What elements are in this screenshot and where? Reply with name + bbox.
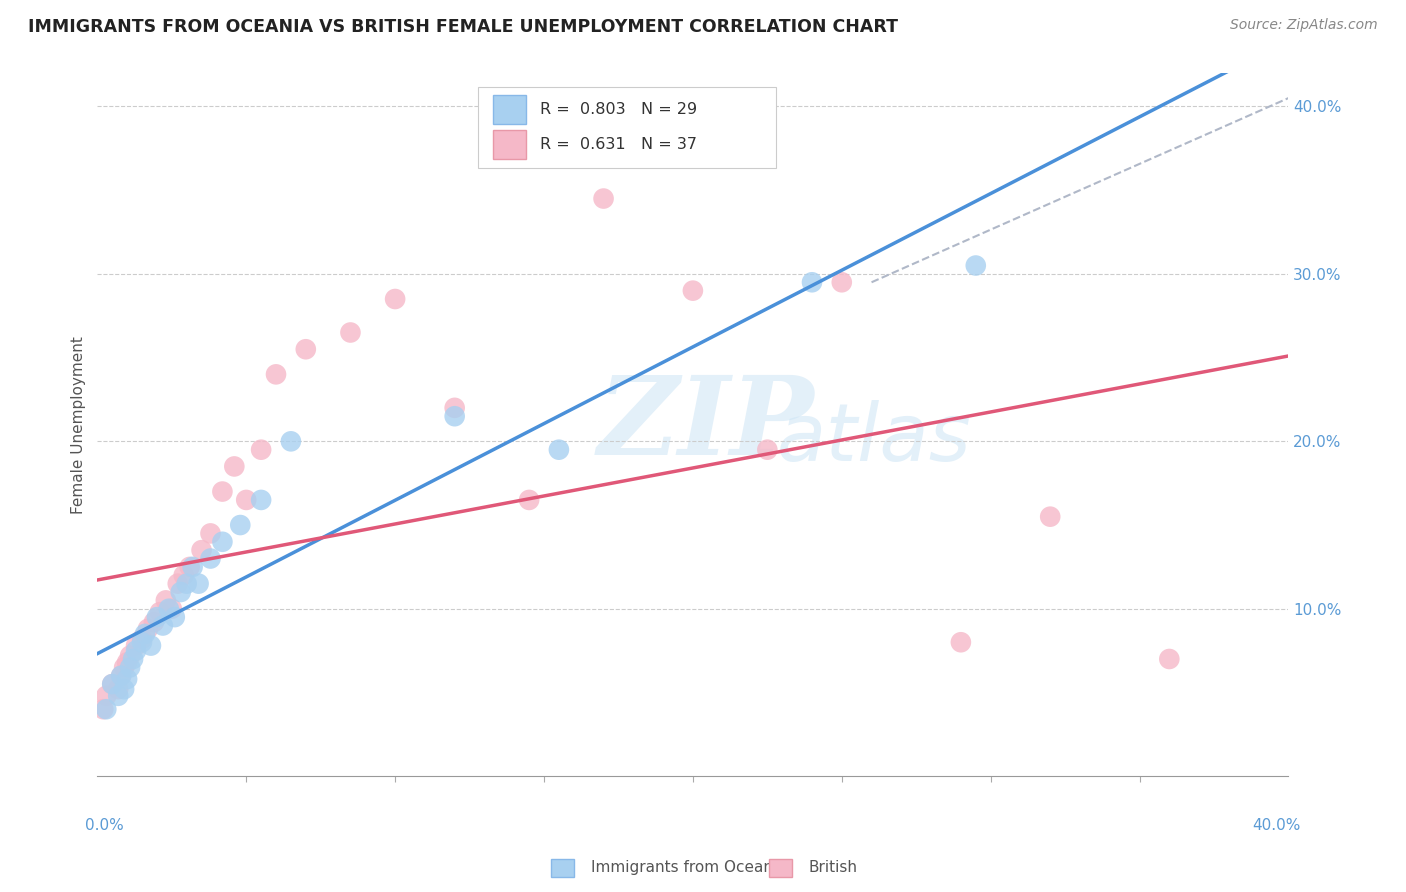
Point — [1039, 509, 1062, 524]
Point — [965, 259, 987, 273]
Point — [170, 585, 193, 599]
Text: IMMIGRANTS FROM OCEANIA VS BRITISH FEMALE UNEMPLOYMENT CORRELATION CHART: IMMIGRANTS FROM OCEANIA VS BRITISH FEMAL… — [28, 18, 898, 36]
Point — [131, 635, 153, 649]
Point — [339, 326, 361, 340]
Point — [179, 560, 201, 574]
Point — [682, 284, 704, 298]
Point — [136, 622, 159, 636]
Point — [96, 702, 118, 716]
Point — [756, 442, 779, 457]
Point — [229, 518, 252, 533]
Text: 40.0%: 40.0% — [1251, 818, 1301, 833]
Point — [443, 401, 465, 415]
Point — [211, 484, 233, 499]
Point — [157, 601, 180, 615]
Point — [801, 275, 824, 289]
Point — [115, 672, 138, 686]
Point — [173, 568, 195, 582]
Point — [949, 635, 972, 649]
Point — [224, 459, 246, 474]
Point — [152, 618, 174, 632]
Text: ZIP: ZIP — [598, 371, 814, 478]
Point — [110, 669, 132, 683]
Point — [91, 702, 114, 716]
Point — [280, 434, 302, 449]
Text: Source: ZipAtlas.com: Source: ZipAtlas.com — [1230, 18, 1378, 32]
Text: atlas: atlas — [776, 400, 972, 477]
Point — [592, 192, 614, 206]
Point — [155, 593, 177, 607]
FancyBboxPatch shape — [492, 95, 526, 124]
Point — [384, 292, 406, 306]
Point — [294, 343, 316, 357]
Point — [264, 368, 287, 382]
Point — [101, 677, 124, 691]
Point — [166, 576, 188, 591]
Point — [176, 576, 198, 591]
Point — [1159, 652, 1181, 666]
Point — [112, 682, 135, 697]
Text: 0.0%: 0.0% — [86, 818, 124, 833]
Point — [142, 615, 165, 629]
Point — [122, 652, 145, 666]
Point — [443, 409, 465, 424]
Point — [125, 639, 148, 653]
Text: R =  0.803   N = 29: R = 0.803 N = 29 — [540, 102, 697, 117]
Text: British: British — [808, 860, 858, 874]
Point — [125, 643, 148, 657]
Point — [149, 605, 172, 619]
Point — [250, 492, 273, 507]
Point — [200, 551, 222, 566]
Point — [107, 682, 129, 697]
Point — [96, 689, 118, 703]
Point — [120, 648, 142, 663]
Point — [517, 492, 540, 507]
Point — [831, 275, 853, 289]
Point — [163, 610, 186, 624]
Point — [107, 689, 129, 703]
Point — [115, 656, 138, 670]
Point — [134, 627, 156, 641]
Point — [235, 492, 257, 507]
Point — [200, 526, 222, 541]
FancyBboxPatch shape — [492, 130, 526, 160]
Point — [146, 610, 169, 624]
Point — [187, 576, 209, 591]
Point — [181, 560, 204, 574]
Point — [101, 677, 124, 691]
Point — [250, 442, 273, 457]
Point — [190, 543, 212, 558]
Point — [110, 669, 132, 683]
Text: R =  0.631   N = 37: R = 0.631 N = 37 — [540, 137, 697, 153]
Point — [211, 534, 233, 549]
Point — [112, 660, 135, 674]
Text: Immigrants from Oceania: Immigrants from Oceania — [591, 860, 786, 874]
Point — [120, 660, 142, 674]
Point — [131, 632, 153, 646]
Point — [548, 442, 571, 457]
Y-axis label: Female Unemployment: Female Unemployment — [72, 335, 86, 514]
Point — [139, 639, 162, 653]
FancyBboxPatch shape — [478, 87, 776, 168]
Point — [160, 601, 183, 615]
